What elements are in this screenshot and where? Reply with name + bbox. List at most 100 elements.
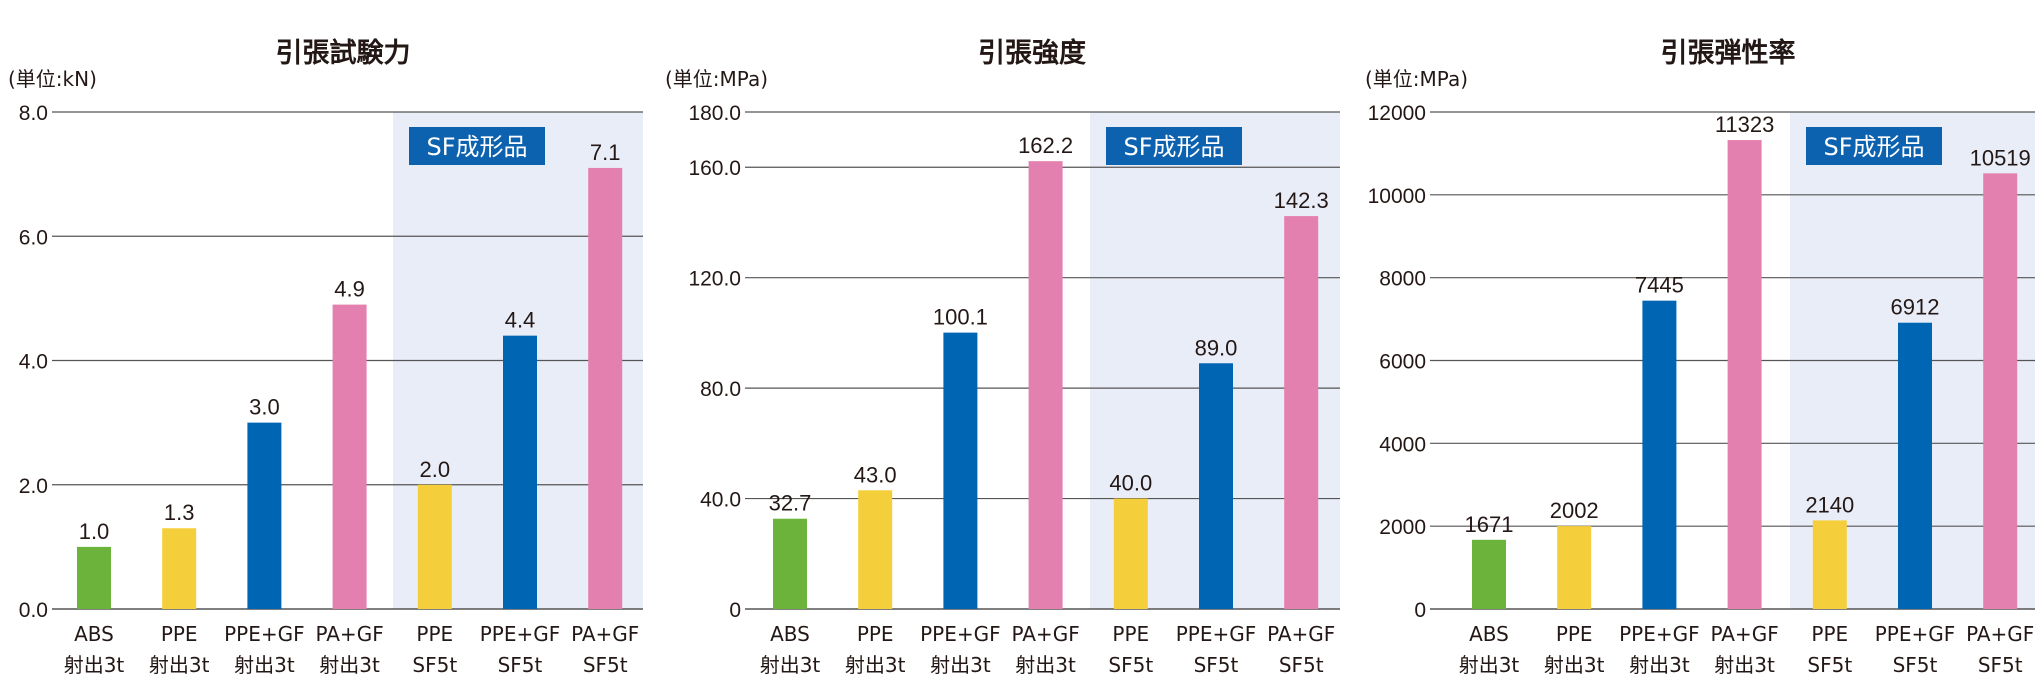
chart1-category-sublabel: 射出3t [149,653,210,677]
chart3-bar [1642,300,1677,609]
chart2-bar [858,490,893,609]
chart1-bar [162,528,197,609]
chart2-category-label: PA+GF [1267,622,1335,646]
chart1-ytick-label: 6.0 [19,226,48,249]
chart3-category-sublabel: SF5t [1807,653,1852,677]
chart2-value-label: 43.0 [854,462,897,487]
chart1-category-sublabel: SF5t [583,653,628,677]
chart3-category-label: ABS [1469,622,1509,646]
chart3-ytick-label: 10000 [1368,185,1426,208]
chart2-category-sublabel: SF5t [1194,653,1239,677]
chart1-value-label: 7.1 [590,140,621,165]
chart2-category-label: ABS [770,622,810,646]
chart3-ytick-label: 4000 [1379,433,1426,456]
chart2-ytick-label: 80.0 [700,378,741,401]
chart3-sf-label: SF成形品 [1823,133,1924,161]
chart3-bar [1557,526,1592,609]
chart3-category-label: PPE+GF [1875,622,1956,646]
chart2-ytick-label: 120.0 [688,268,741,291]
chart3-bar [1812,520,1847,609]
chart3-value-label: 2002 [1550,498,1599,523]
chart1-title: 引張試験力 [276,37,411,69]
chart3-ytick-label: 8000 [1379,268,1426,291]
chart3-bar [1472,539,1506,609]
chart1-value-label: 3.0 [249,395,280,420]
chart1-category-label: PPE+GF [480,622,561,646]
chart2-value-label: 162.2 [1018,133,1073,158]
chart3-category-sublabel: SF5t [1893,653,1938,677]
chart1-category-sublabel: SF5t [498,653,543,677]
chart2-unit: (単位:MPa) [665,67,768,91]
chart1-category-sublabel: SF5t [412,653,457,677]
chart2-category-label: PPE [857,622,894,646]
chart1-bar [247,422,282,609]
chart1-value-label: 4.4 [505,308,536,333]
chart1-ytick-label: 8.0 [19,102,48,125]
chart3-category-label: PPE [1556,622,1593,646]
chart1-category-label: PPE [416,622,453,646]
chart2-category-label: PA+GF [1011,622,1079,646]
chart3-bar [1727,140,1762,610]
chart3-ytick-label: 2000 [1379,516,1426,539]
chart1-value-label: 2.0 [420,457,451,482]
chart2-value-label: 142.3 [1274,188,1329,213]
chart1-value-label: 1.0 [79,519,110,544]
chart1-ytick-label: 0.0 [19,599,48,622]
chart3-value-label: 6912 [1891,295,1940,320]
chart1-category-label: ABS [74,622,114,646]
chart1-category-label: PA+GF [315,622,383,646]
chart2-bar [1199,363,1233,609]
chart3-ytick-label: 0 [1414,599,1426,622]
chart1-value-label: 4.9 [334,277,365,302]
chart2-bar [773,518,807,609]
chart3-category-sublabel: 射出3t [1544,653,1605,677]
chart2-value-label: 32.7 [769,491,812,516]
chart3-value-label: 10519 [1970,145,2031,170]
chart2-ytick-label: 180.0 [688,102,741,125]
chart2-title: 引張強度 [978,37,1086,69]
chart3-bar [1898,322,1932,609]
chart1-category-label: PPE+GF [224,622,305,646]
chart1-ytick-label: 4.0 [19,351,48,374]
chart1-unit: (単位:kN) [8,67,97,91]
chart2-category-label: PPE+GF [920,622,1001,646]
chart1-bar [77,546,111,609]
chart1-ytick-label: 2.0 [19,475,48,498]
chart2-value-label: 40.0 [1109,471,1152,496]
chart1-bar [332,304,367,609]
chart3-ytick-label: 6000 [1379,351,1426,374]
chart3-unit: (単位:MPa) [1365,67,1468,91]
chart2-ytick-label: 0 [729,599,741,622]
chart2-ytick-label: 160.0 [688,157,741,180]
chart3-value-label: 2140 [1805,492,1854,517]
chart2-category-sublabel: SF5t [1108,653,1153,677]
chart2-category-sublabel: 射出3t [760,653,821,677]
chart2-category-sublabel: 射出3t [845,653,906,677]
chart2-category-label: PPE [1112,622,1149,646]
chart1-category-sublabel: 射出3t [319,653,380,677]
chart1-bar [588,167,623,609]
chart2-category-label: PPE+GF [1176,622,1257,646]
chart2-ytick-label: 40.0 [700,489,741,512]
chart1-sf-label-box [409,127,545,165]
chart1-category-label: PPE [161,622,198,646]
chart2-category-sublabel: 射出3t [1015,653,1076,677]
chart1-bar [417,484,452,609]
chart3-category-label: PPE+GF [1619,622,1700,646]
chart2-bar [1284,216,1319,610]
chart2-value-label: 100.1 [933,305,988,330]
chart2-sf-label: SF成形品 [1123,133,1224,161]
chart2-sf-label-box [1106,127,1242,165]
chart1-sf-label: SF成形品 [426,133,527,161]
chart3-ytick-label: 12000 [1368,102,1426,125]
chart1-category-sublabel: 射出3t [234,653,295,677]
chart3-category-sublabel: 射出3t [1629,653,1690,677]
chart2-bar [1113,498,1148,609]
chart3-category-sublabel: 射出3t [1459,653,1520,677]
chart3-title: 引張弾性率 [1661,37,1796,69]
chart3-category-sublabel: 射出3t [1714,653,1775,677]
chart3-category-label: PA+GF [1710,622,1778,646]
chart2-category-sublabel: SF5t [1279,653,1324,677]
chart2-bar [943,332,978,609]
